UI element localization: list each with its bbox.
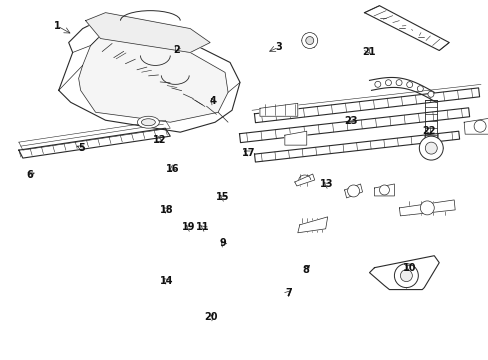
Circle shape	[400, 270, 411, 282]
Circle shape	[301, 32, 317, 49]
Text: 12: 12	[152, 135, 165, 145]
Polygon shape	[364, 6, 448, 50]
Polygon shape	[59, 23, 240, 132]
Text: 21: 21	[361, 46, 375, 57]
Text: 1: 1	[54, 21, 60, 31]
Circle shape	[473, 120, 485, 132]
Polygon shape	[260, 103, 297, 116]
Text: 22: 22	[421, 126, 434, 135]
Polygon shape	[399, 200, 454, 216]
Circle shape	[385, 80, 390, 86]
Polygon shape	[79, 36, 227, 122]
Polygon shape	[369, 256, 438, 289]
Text: 23: 23	[343, 116, 357, 126]
Text: 8: 8	[301, 265, 308, 275]
Polygon shape	[369, 77, 435, 102]
Text: 9: 9	[219, 238, 225, 248]
Ellipse shape	[141, 119, 155, 126]
Circle shape	[420, 201, 433, 215]
Polygon shape	[85, 13, 210, 53]
Text: 19: 19	[182, 222, 195, 232]
Circle shape	[394, 264, 417, 288]
Circle shape	[425, 142, 436, 154]
Circle shape	[427, 91, 433, 97]
Polygon shape	[463, 117, 488, 134]
Text: 5: 5	[78, 143, 84, 153]
Text: 20: 20	[204, 312, 218, 322]
Circle shape	[406, 82, 412, 87]
Text: 3: 3	[275, 42, 282, 52]
Text: 17: 17	[241, 148, 255, 158]
Circle shape	[416, 86, 423, 92]
Text: 13: 13	[319, 179, 332, 189]
Polygon shape	[344, 184, 362, 198]
Polygon shape	[239, 108, 468, 143]
Polygon shape	[254, 131, 459, 162]
Polygon shape	[285, 131, 306, 145]
Text: 7: 7	[285, 288, 291, 298]
Polygon shape	[297, 217, 327, 233]
Text: 18: 18	[160, 206, 173, 216]
Text: 6: 6	[27, 170, 34, 180]
Ellipse shape	[137, 116, 159, 128]
Polygon shape	[374, 184, 394, 196]
Circle shape	[305, 37, 313, 45]
Text: 15: 15	[215, 192, 229, 202]
Circle shape	[379, 185, 388, 195]
Text: 4: 4	[209, 96, 216, 106]
Polygon shape	[254, 88, 479, 123]
Text: 11: 11	[196, 222, 209, 232]
Polygon shape	[19, 128, 170, 158]
Circle shape	[347, 185, 359, 197]
Polygon shape	[294, 174, 314, 186]
Text: 14: 14	[160, 276, 173, 286]
Circle shape	[395, 80, 401, 86]
Text: 10: 10	[403, 263, 416, 273]
Text: 2: 2	[173, 45, 179, 55]
Circle shape	[419, 136, 442, 160]
Text: 16: 16	[165, 163, 179, 174]
Circle shape	[374, 81, 380, 87]
